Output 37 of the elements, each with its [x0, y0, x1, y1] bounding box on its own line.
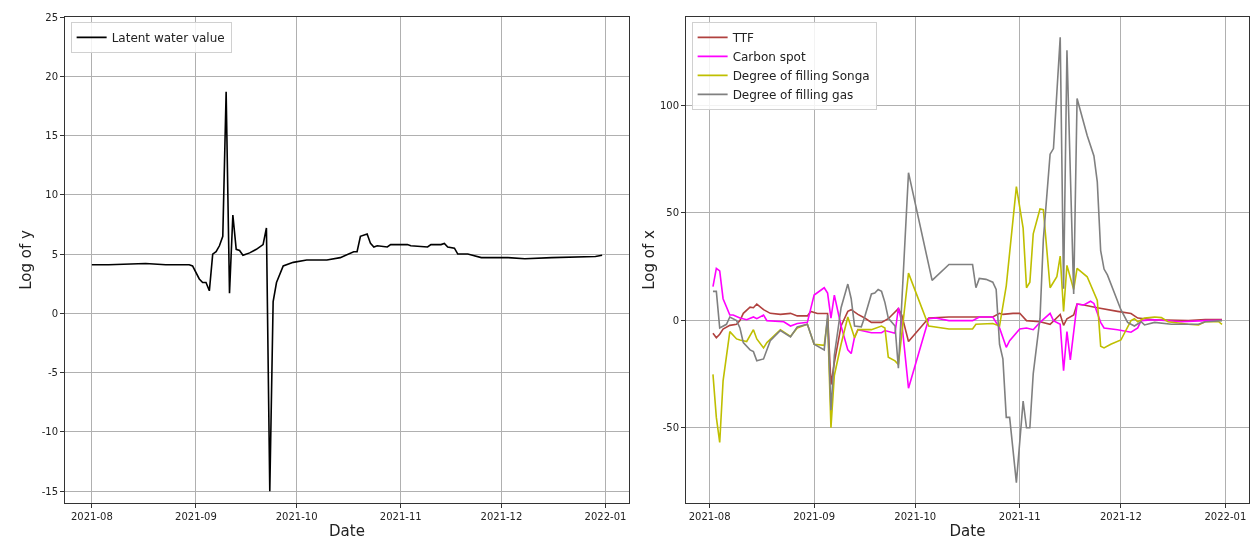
y-tick-label: 100 — [659, 99, 679, 111]
x-tick-label: 2021-12 — [1099, 511, 1142, 522]
x-tick-label: 2022-01 — [584, 511, 627, 522]
y-tick-label: 0 — [672, 314, 679, 326]
y-tick-label: -15 — [41, 485, 58, 497]
y-tick-label: -50 — [662, 422, 679, 434]
x-axis-title: Date — [329, 522, 365, 540]
x-tick-label: 2021-10 — [894, 511, 937, 522]
y-tick-label: -10 — [41, 426, 58, 438]
x-tick-label: 2021-08 — [688, 511, 731, 522]
y-tick-label: 50 — [666, 207, 679, 219]
line-series — [91, 90, 603, 492]
y-axis-title: Log of x — [640, 230, 658, 290]
x-tick-label: 2021-11 — [998, 511, 1041, 522]
line-series — [712, 185, 1223, 444]
legend-label: Degree of filling Songa — [732, 69, 870, 84]
x-tick-label: 2021-09 — [793, 511, 836, 522]
x-tick-label: 2021-08 — [70, 511, 113, 522]
legend-label: TTF — [731, 31, 755, 46]
x-tick-label: 2022-01 — [1204, 511, 1247, 522]
y-tick-label: 5 — [51, 248, 58, 260]
y-tick-label: 15 — [45, 130, 58, 142]
x-axis-title: Date — [949, 522, 986, 540]
y-tick-label: -5 — [48, 367, 58, 379]
x-tick-label: 2021-09 — [175, 511, 217, 522]
y-axis-title: Log of y — [16, 230, 35, 290]
x-tick-label: 2021-11 — [379, 511, 422, 522]
y-tick-label: 0 — [51, 307, 58, 319]
y-tick-label: 20 — [45, 70, 58, 82]
y-tick-label: 25 — [45, 11, 58, 23]
legend-label: Latent water value — [111, 31, 225, 46]
line-series — [712, 267, 1223, 389]
legend-label: Carbon spot — [732, 50, 806, 65]
legend-label: Degree of filling gas — [732, 88, 854, 103]
x-tick-label: 2021-10 — [275, 511, 318, 522]
y-tick-label: 10 — [45, 189, 58, 201]
x-tick-label: 2021-12 — [480, 511, 523, 522]
